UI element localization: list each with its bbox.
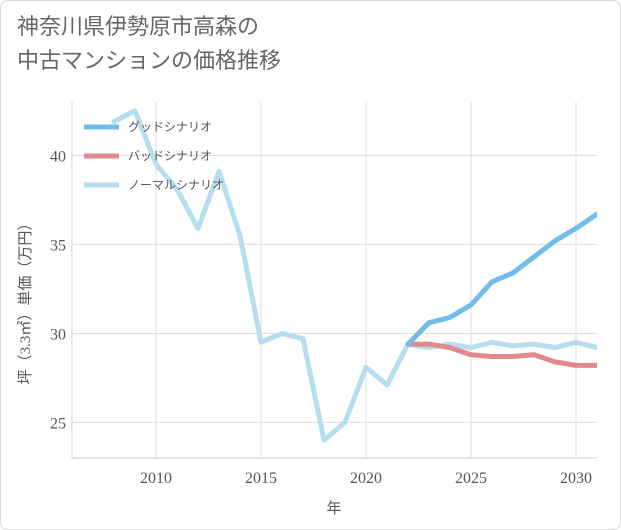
x-axis-label: 年	[326, 500, 341, 517]
legend-label-1: バッドシナリオ	[128, 149, 212, 163]
x-tick-label-2020: 2020	[350, 470, 382, 487]
grid	[72, 102, 597, 458]
y-tick-label-30: 30	[50, 326, 66, 343]
series-line-1	[405, 341, 597, 368]
series-line-2	[111, 108, 597, 443]
tick-labels: 2010 2015 2020 2025 2030 25 30 35 40	[50, 148, 592, 487]
plot-frame	[71, 102, 597, 459]
x-tick-label-2010: 2010	[140, 470, 172, 487]
series-line-0	[405, 211, 597, 347]
x-tick-label-2030: 2030	[560, 470, 592, 487]
chart-title-line-1: 神奈川県伊勢原市高森の	[17, 15, 260, 40]
y-tick-label-25: 25	[50, 415, 66, 432]
legend-label-0: グッドシナリオ	[128, 120, 212, 134]
series-lines	[111, 108, 597, 443]
y-axis-label: 坪（3.3㎡）単価（万円）	[17, 216, 34, 385]
chart-title: 神奈川県伊勢原市高森の 中古マンションの価格推移	[17, 11, 577, 79]
x-tick-label-2025: 2025	[455, 470, 487, 487]
legend-label-2: ノーマルシナリオ	[128, 178, 224, 192]
chart-title-line-2: 中古マンションの価格推移	[17, 49, 282, 74]
y-tick-label-40: 40	[50, 148, 66, 165]
y-tick-label-35: 35	[50, 237, 66, 254]
x-tick-label-2015: 2015	[245, 470, 277, 487]
